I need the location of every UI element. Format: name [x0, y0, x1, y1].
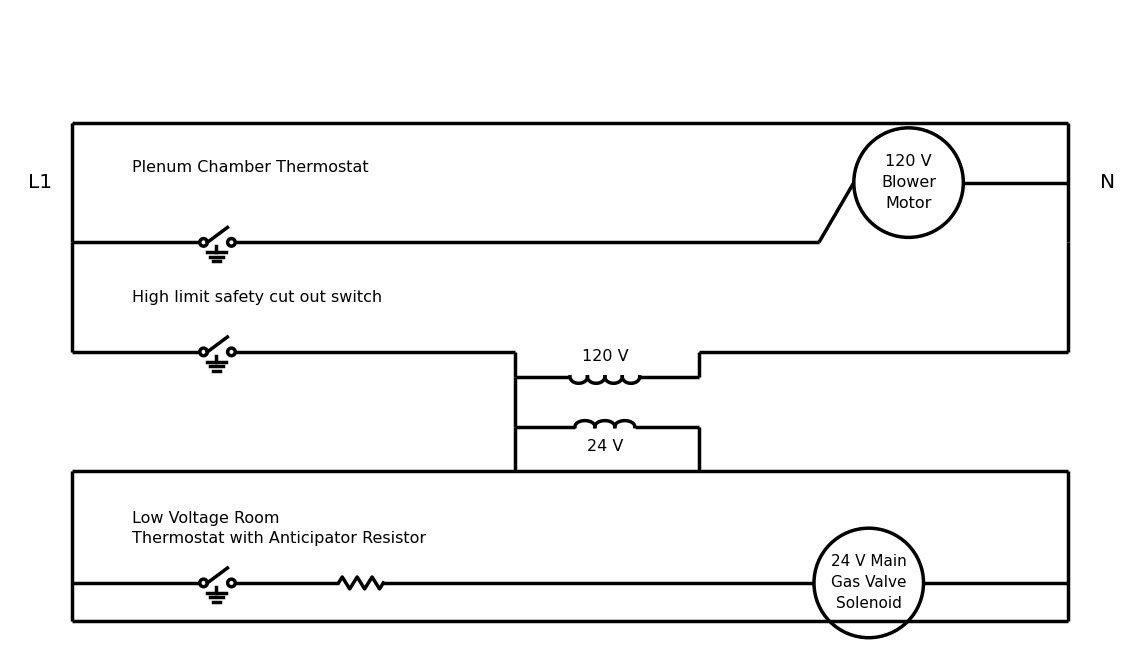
Text: N: N: [1100, 173, 1116, 192]
Text: 24 V: 24 V: [587, 439, 624, 454]
Text: 120 V
Blower
Motor: 120 V Blower Motor: [882, 154, 936, 211]
Text: 120 V: 120 V: [581, 350, 628, 364]
Text: High limit safety cut out switch: High limit safety cut out switch: [131, 290, 381, 305]
Text: Plenum Chamber Thermostat: Plenum Chamber Thermostat: [131, 160, 369, 175]
Text: Low Voltage Room
Thermostat with Anticipator Resistor: Low Voltage Room Thermostat with Anticip…: [131, 511, 426, 545]
Text: L1: L1: [29, 173, 53, 192]
Text: 24 V Main
Gas Valve
Solenoid: 24 V Main Gas Valve Solenoid: [831, 555, 907, 612]
